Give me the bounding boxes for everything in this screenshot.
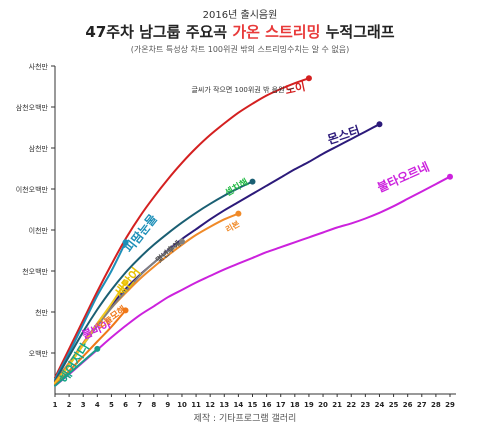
series-label: 리본 <box>224 218 242 234</box>
x-tick-label: 24 <box>375 401 385 409</box>
series-label: 피땀눈물 <box>121 211 160 255</box>
x-tick-label: 4 <box>95 401 100 409</box>
y-tick-label: 이천만 <box>29 226 49 235</box>
y-tick-label: 오백만 <box>29 349 49 358</box>
chart-subtitle: (가온차트 특성상 차트 100위권 밖의 스트리밍수치는 알 수 없음) <box>131 44 350 54</box>
x-tick-label: 26 <box>403 401 413 409</box>
series-end-marker <box>122 307 129 314</box>
series-layer <box>54 75 453 387</box>
series-line <box>54 309 127 386</box>
x-tick-label: 3 <box>81 401 86 409</box>
x-tick-label: 8 <box>151 401 156 409</box>
x-tick-label: 28 <box>431 401 441 409</box>
x-tick-label: 7 <box>137 401 142 409</box>
x-tick-label: 5 <box>109 401 114 409</box>
chart-title: 47주차 남그룹 주요곡 가온 스트리밍 누적그래프 <box>85 23 394 41</box>
x-tick-label: 17 <box>276 401 286 409</box>
series-end-marker <box>447 173 453 180</box>
series-end-marker <box>122 279 129 286</box>
annotation-arrow <box>287 87 295 91</box>
x-tick-label: 12 <box>205 401 215 409</box>
x-tick-label: 27 <box>417 401 427 409</box>
x-tick-label: 6 <box>123 401 128 409</box>
series-line <box>54 281 127 385</box>
annotation: 글씨가 작으면 100위권 밖 음원 <box>191 85 284 94</box>
x-tick-label: 29 <box>445 401 455 409</box>
x-tick-label: 9 <box>165 401 170 409</box>
series-line <box>54 347 99 387</box>
y-tick-label: 이천오백만 <box>16 185 49 194</box>
series-line <box>54 175 451 387</box>
x-tick-label: 10 <box>177 401 187 409</box>
x-tick-label: 18 <box>290 401 300 409</box>
y-tick-label: 사천만 <box>29 62 49 71</box>
series-line <box>54 77 310 379</box>
series-end-marker <box>235 210 242 217</box>
chart-title-pre: 47주차 남그룹 주요곡 <box>85 23 232 41</box>
x-tick-label: 20 <box>318 401 328 409</box>
x-tick-label: 11 <box>191 401 201 409</box>
series-end-marker <box>249 178 256 185</box>
x-tick-label: 1 <box>53 401 58 409</box>
series-label: 센치해 <box>223 176 251 199</box>
x-tick-label: 15 <box>248 401 258 409</box>
x-tick-label: 13 <box>219 401 229 409</box>
series-line <box>54 180 254 382</box>
y-tick-label: 천만 <box>35 308 48 317</box>
y-tick-label: 천오백만 <box>22 267 48 276</box>
x-tick-label: 21 <box>332 401 342 409</box>
chart-title-highlight: 가온 스트리밍 <box>232 23 320 41</box>
x-tick-label: 19 <box>304 401 314 409</box>
y-tick-label: 삼천오백만 <box>16 103 49 112</box>
series-label: 노이 <box>284 79 307 97</box>
series-end-marker <box>305 75 312 82</box>
x-tick-label: 2 <box>67 401 72 409</box>
x-tick-label: 14 <box>234 401 244 409</box>
x-tick-label: 22 <box>346 401 356 409</box>
chart-supertitle: 2016년 출시음원 <box>203 9 278 21</box>
series-end-marker <box>122 239 129 246</box>
series-label: 불타오르네 <box>375 159 432 195</box>
series-end-marker <box>178 238 185 245</box>
x-tick-label: 25 <box>389 401 399 409</box>
chart-title-post: 누적그래프 <box>320 23 394 41</box>
series-end-marker <box>94 345 101 352</box>
y-tick-label: 삼천만 <box>29 144 49 153</box>
series-end-marker <box>376 121 383 128</box>
x-tick-label: 16 <box>262 401 272 409</box>
x-tick-label: 23 <box>360 401 370 409</box>
chart-source: 제작 : 기타프로그램 갤러리 <box>194 412 297 424</box>
series-line <box>54 241 127 381</box>
